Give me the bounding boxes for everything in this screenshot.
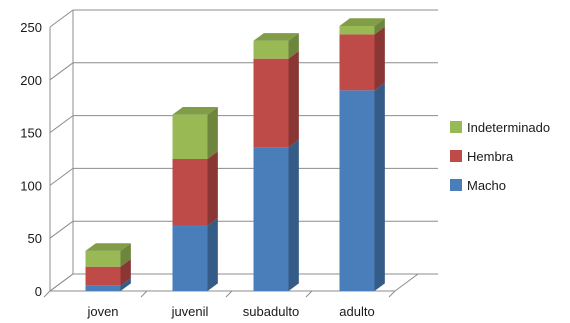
bar-front xyxy=(253,58,289,148)
gridline-side xyxy=(49,115,74,134)
bar-top xyxy=(85,243,131,251)
floor-tick xyxy=(43,290,51,298)
bar-front xyxy=(253,147,289,291)
axis-walls xyxy=(43,10,420,298)
floor-tick xyxy=(388,290,396,298)
bar-segment-macho xyxy=(172,217,218,291)
bar-segment-indeterminado xyxy=(85,243,131,267)
bar-side xyxy=(120,243,131,267)
y-tick-label: 250 xyxy=(20,20,42,35)
bar-segment-macho xyxy=(253,139,299,291)
x-tick-label: adulto xyxy=(339,304,374,319)
y-tick-label: 0 xyxy=(35,284,42,299)
bar-front xyxy=(253,40,289,59)
bar-side xyxy=(207,151,218,226)
y-tick-label: 150 xyxy=(20,126,42,141)
bar-side xyxy=(288,139,299,291)
bar-segment-hembra xyxy=(339,26,385,91)
legend-swatch xyxy=(450,121,462,133)
legend: Indeterminado Hembra Macho xyxy=(450,120,550,193)
bar-segment-hembra xyxy=(253,51,299,148)
legend-item-hembra: Hembra xyxy=(450,149,514,164)
floor-tick xyxy=(225,290,233,298)
bar-segment-hembra xyxy=(85,259,131,286)
bar-front xyxy=(85,285,121,291)
legend-item-indeterminado: Indeterminado xyxy=(450,120,550,135)
bar-front xyxy=(172,114,208,159)
legend-label: Indeterminado xyxy=(467,120,550,135)
gridline-side xyxy=(49,220,74,239)
bar-front xyxy=(172,225,208,291)
y-axis-ticks: 0 50 100 150 200 250 xyxy=(20,20,42,299)
bar-segment-indeterminado xyxy=(339,18,385,35)
legend-swatch xyxy=(450,179,462,191)
bar-front xyxy=(339,34,375,91)
bar-segment-hembra xyxy=(172,151,218,226)
bar-front xyxy=(85,250,121,267)
legend-label: Macho xyxy=(467,178,506,193)
x-axis-labels: joven juvenil subadulto adulto xyxy=(86,304,374,319)
bar-top xyxy=(253,33,299,41)
bar-side xyxy=(207,217,218,291)
legend-item-macho: Macho xyxy=(450,178,506,193)
legend-swatch xyxy=(450,150,462,162)
bar-side xyxy=(120,278,131,291)
bar-side xyxy=(120,259,131,286)
bar-side xyxy=(374,26,385,91)
gridline-side xyxy=(49,62,74,81)
floor-tick xyxy=(305,290,313,298)
gridline-side xyxy=(49,167,74,186)
bars xyxy=(85,18,385,292)
bar-side xyxy=(288,51,299,148)
y-tick-label: 100 xyxy=(20,178,42,193)
bar-segment-indeterminado xyxy=(253,33,299,59)
bar-front xyxy=(85,266,121,286)
bar-front xyxy=(172,159,208,226)
y-tick-label: 50 xyxy=(28,231,42,246)
bar-side xyxy=(288,33,299,59)
x-tick-label: juvenil xyxy=(171,304,209,319)
bar-side xyxy=(374,18,385,35)
bar-segment-macho xyxy=(339,82,385,292)
x-tick-label: joven xyxy=(86,304,118,319)
floor-tick xyxy=(140,290,148,298)
legend-label: Hembra xyxy=(467,149,514,164)
x-tick-label: subadulto xyxy=(243,304,299,319)
bar-side xyxy=(207,106,218,159)
bar-front xyxy=(339,25,375,35)
bar-top xyxy=(339,18,385,26)
gridline-side xyxy=(49,9,74,28)
bar-segment-indeterminado xyxy=(172,106,218,159)
bar-front xyxy=(339,90,375,291)
bar-side xyxy=(374,82,385,292)
y-tick-label: 200 xyxy=(20,73,42,88)
bar-top xyxy=(172,106,218,115)
bar-segment-macho xyxy=(85,278,131,291)
